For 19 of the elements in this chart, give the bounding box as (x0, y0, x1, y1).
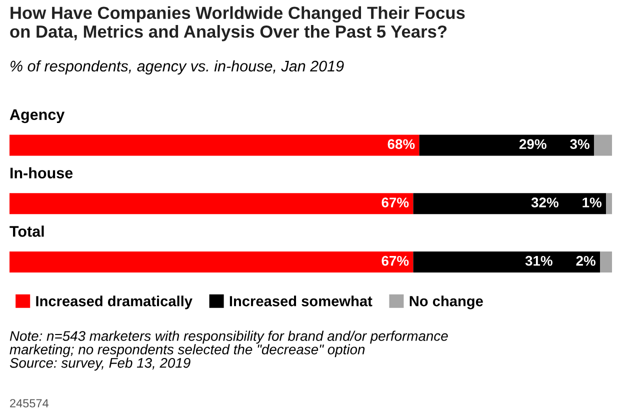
legend-label: Increased dramatically (36, 296, 192, 310)
data-label: 31% (525, 256, 552, 266)
data-label: 67% (382, 198, 409, 208)
y-tick-label: In-house (10, 167, 73, 178)
data-label: 2% (576, 256, 596, 266)
data-label: 1% (582, 198, 602, 208)
y-tick-label: Total (10, 226, 44, 237)
data-label: 67% (382, 256, 409, 266)
data-label: 3% (570, 139, 590, 150)
data-label: 29% (519, 139, 546, 150)
text: Note: n=543 marketers with responsibility for brand and/or performance marketing; no respondents selected the "decrease" option Source: survey, Feb 13, 2019 (10, 330, 448, 371)
y-tick-label: Agency (10, 109, 65, 124)
legend-label: Increased somewhat (230, 296, 372, 306)
chart-title: How Have Companies Worldwide Changed Their Focus on Data, Metrics and Analysis Over the Past 5 Years? (10, 6, 465, 42)
legend-label: No change (410, 296, 483, 310)
text: 245574 (10, 399, 49, 408)
data-label: 68% (388, 139, 415, 150)
chart-subtitle: % of respondents, agency vs. in-house, Jan 2019 (10, 60, 344, 75)
data-label: 32% (531, 198, 558, 208)
